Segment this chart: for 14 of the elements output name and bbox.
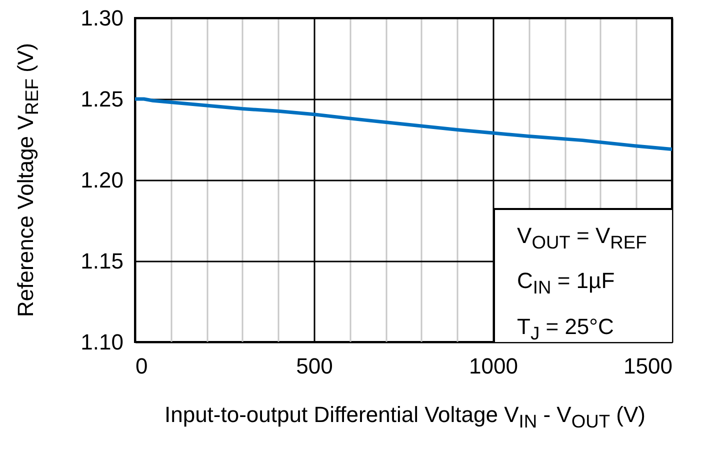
- y-tick-label: 1.30: [80, 6, 124, 30]
- line-series: [135, 97, 672, 151]
- y-tick-label: 1.10: [80, 330, 124, 354]
- x-tick-label: 0: [136, 354, 148, 378]
- annotation: V$_{OUT}$ = V$_{REF}$: [517, 222, 648, 254]
- x-tick-label: 1500: [624, 354, 672, 378]
- annotation: C$_{IN}$ = 1µF: [517, 267, 616, 300]
- y-tick-label: 1.25: [80, 86, 124, 112]
- note-box: V$_{OUT}$ = V$_{REF}$ C$_{IN}$ = 1µF T$_{J}$ = 25°C: [493, 208, 672, 342]
- x-tick-label: 500: [296, 354, 333, 378]
- x-tick-label: 1000: [469, 354, 518, 378]
- x-axis-title: Input-to-output Differential Voltage V$_{IN}$ - V$_{OUT}$ (V): [163, 401, 646, 434]
- y-tick-label: 1.20: [80, 168, 124, 192]
- y-tick-label: 1.15: [80, 248, 124, 274]
